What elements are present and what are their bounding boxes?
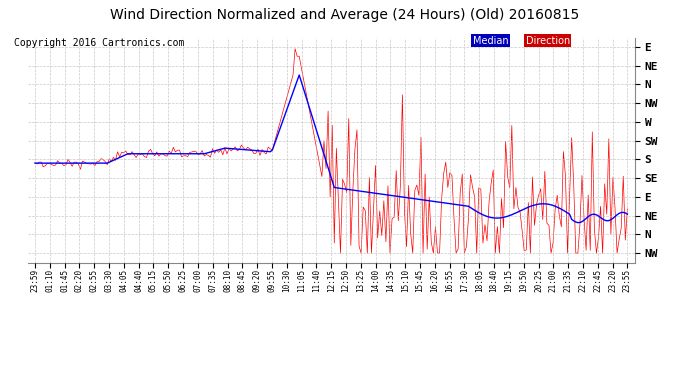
Text: Copyright 2016 Cartronics.com: Copyright 2016 Cartronics.com	[14, 38, 184, 48]
Text: Median: Median	[473, 36, 509, 46]
Text: Wind Direction Normalized and Average (24 Hours) (Old) 20160815: Wind Direction Normalized and Average (2…	[110, 8, 580, 21]
Text: Direction: Direction	[526, 36, 570, 46]
